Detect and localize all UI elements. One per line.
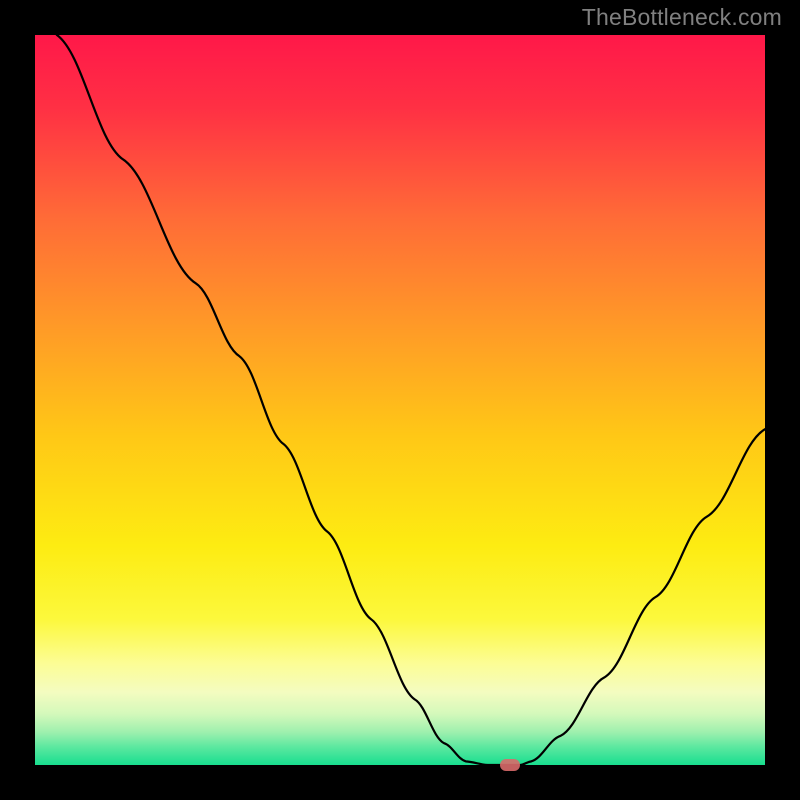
plot-area [35, 35, 765, 765]
watermark-text: TheBottleneck.com [582, 4, 782, 31]
bottleneck-curve [35, 35, 765, 765]
optimal-marker [500, 759, 520, 771]
